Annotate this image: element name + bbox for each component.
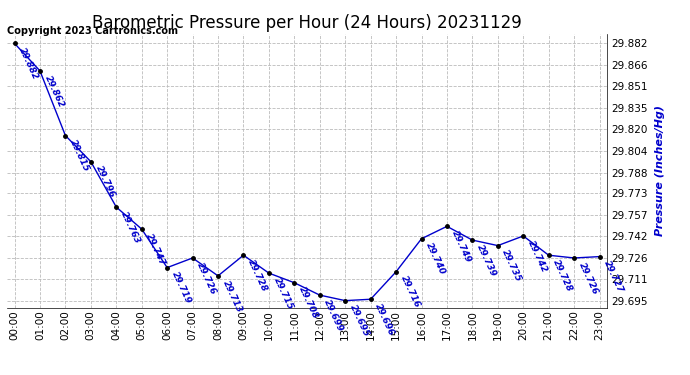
Text: 29.713: 29.713	[221, 279, 244, 314]
Text: 29.727: 29.727	[602, 260, 625, 295]
Text: 29.728: 29.728	[551, 258, 574, 293]
Text: 29.747: 29.747	[144, 232, 167, 267]
Text: 29.728: 29.728	[246, 258, 269, 293]
Text: 29.740: 29.740	[424, 242, 447, 277]
Text: 29.695: 29.695	[348, 303, 371, 339]
Title: Barometric Pressure per Hour (24 Hours) 20231129: Barometric Pressure per Hour (24 Hours) …	[92, 14, 522, 32]
Y-axis label: Pressure (Inches/Hg): Pressure (Inches/Hg)	[655, 105, 664, 236]
Text: 29.719: 29.719	[170, 270, 193, 306]
Text: 29.763: 29.763	[119, 210, 142, 245]
Text: 29.696: 29.696	[373, 302, 396, 337]
Text: 29.862: 29.862	[43, 74, 66, 109]
Text: 29.735: 29.735	[501, 248, 524, 284]
Text: Copyright 2023 Cartronics.com: Copyright 2023 Cartronics.com	[7, 26, 178, 36]
Text: 29.796: 29.796	[94, 165, 117, 200]
Text: 29.815: 29.815	[68, 138, 91, 174]
Text: 29.742: 29.742	[526, 239, 549, 274]
Text: 29.699: 29.699	[322, 298, 345, 333]
Text: 29.715: 29.715	[272, 276, 295, 311]
Text: 29.726: 29.726	[577, 261, 600, 296]
Text: 29.716: 29.716	[399, 274, 422, 310]
Text: 29.749: 29.749	[450, 229, 473, 264]
Text: 29.882: 29.882	[17, 46, 40, 81]
Text: 29.739: 29.739	[475, 243, 498, 278]
Text: 29.726: 29.726	[195, 261, 218, 296]
Text: 29.708: 29.708	[297, 285, 320, 321]
